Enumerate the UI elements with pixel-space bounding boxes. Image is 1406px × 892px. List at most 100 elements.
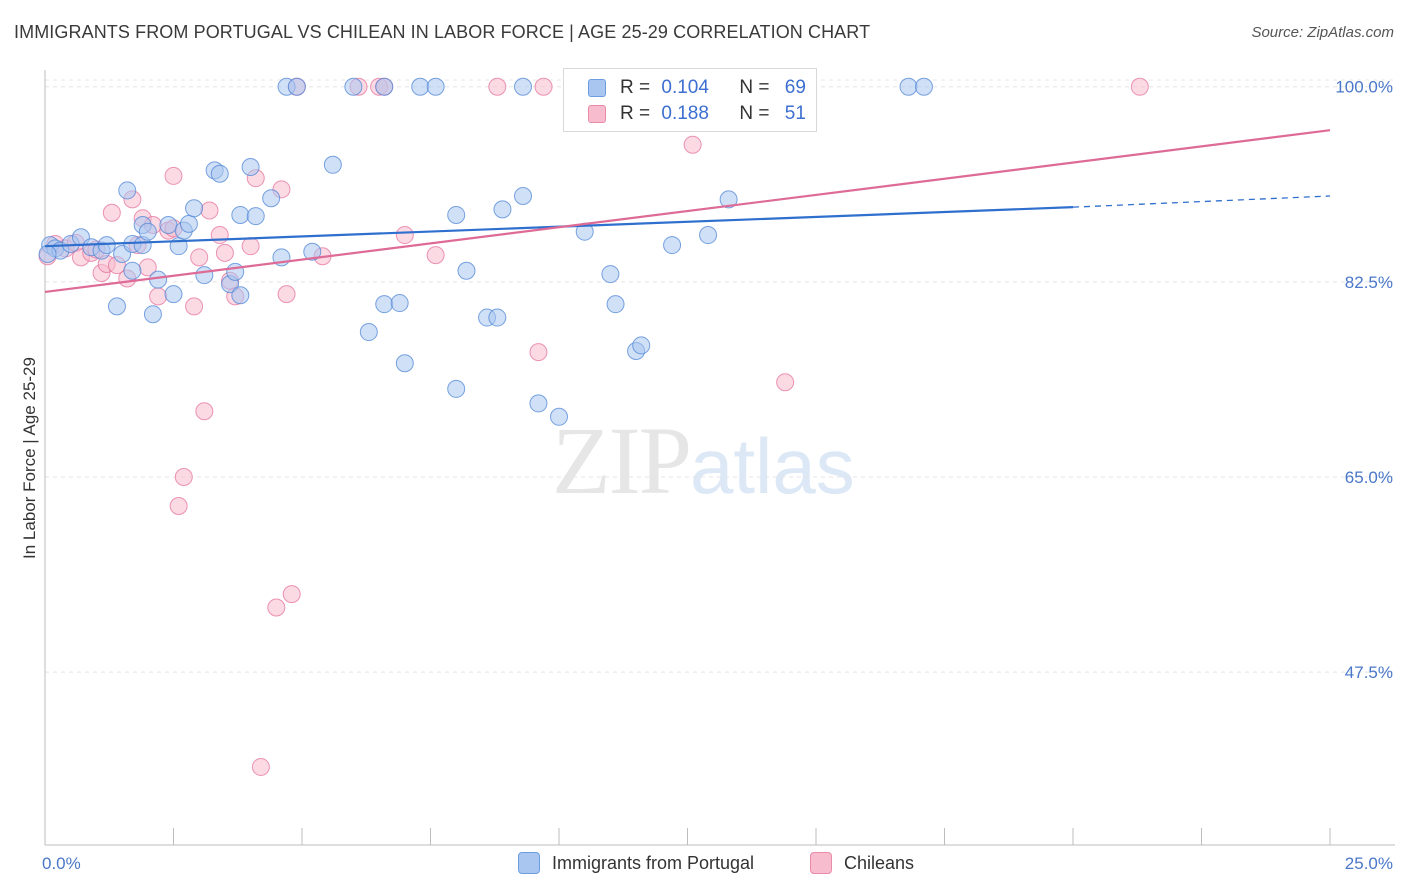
trendline-chileans bbox=[44, 129, 1331, 293]
legend-r-value: 0.104 bbox=[661, 77, 709, 98]
y-tick-label: 65.0% bbox=[1345, 468, 1393, 487]
data-point-portugal bbox=[159, 216, 178, 234]
data-point-portugal bbox=[663, 236, 682, 255]
data-point-chileans bbox=[190, 248, 209, 267]
data-point-portugal bbox=[164, 285, 183, 304]
axis-labels: 47.5% 65.0% 82.5% 100.0% 0.0% 25.0% In Labor F… bbox=[20, 78, 1393, 873]
data-point-chileans bbox=[488, 77, 507, 96]
legend-row-chileans: R = 0.188 N = 51 bbox=[588, 101, 806, 127]
legend-swatch-chileans bbox=[588, 105, 606, 123]
data-point-portugal bbox=[323, 155, 342, 174]
data-point-portugal bbox=[550, 407, 568, 426]
correlation-legend: R = 0.104 N = 69 R = 0.188 N = 51 bbox=[563, 68, 817, 132]
data-point-chileans bbox=[267, 598, 286, 617]
data-point-portugal bbox=[210, 164, 229, 183]
axes bbox=[44, 70, 1395, 846]
data-point-portugal bbox=[493, 200, 512, 219]
data-point-chileans bbox=[174, 468, 193, 487]
data-point-chileans bbox=[776, 373, 795, 392]
data-point-chileans bbox=[210, 226, 229, 245]
data-point-chileans bbox=[149, 287, 168, 306]
x-tick-label-min: 0.0% bbox=[42, 854, 81, 873]
legend-item-portugal: Immigrants from Portugal bbox=[518, 852, 754, 874]
data-point-portugal bbox=[632, 336, 651, 355]
data-point-portugal bbox=[375, 77, 394, 96]
data-point-chileans bbox=[102, 203, 121, 222]
data-point-portugal bbox=[899, 77, 918, 96]
data-point-portugal bbox=[488, 308, 507, 327]
data-point-portugal bbox=[303, 242, 322, 261]
data-point-portugal bbox=[262, 189, 281, 208]
data-point-portugal bbox=[138, 222, 157, 241]
legend-row-portugal: R = 0.104 N = 69 bbox=[588, 75, 806, 101]
data-point-chileans bbox=[251, 757, 270, 776]
data-point-portugal bbox=[699, 226, 718, 245]
legend-label-chileans: Chileans bbox=[844, 852, 915, 873]
x-tick-label-max: 25.0% bbox=[1345, 854, 1393, 873]
data-point-portugal bbox=[359, 323, 378, 342]
data-point-portugal bbox=[246, 207, 265, 226]
data-point-chileans bbox=[277, 285, 296, 304]
data-point-portugal bbox=[914, 77, 933, 96]
data-point-chileans bbox=[395, 226, 414, 245]
data-point-portugal bbox=[231, 286, 250, 305]
chart-title: IMMIGRANTS FROM PORTUGAL VS CHILEAN IN L… bbox=[14, 22, 871, 42]
y-axis-label: In Labor Force | Age 25-29 bbox=[20, 357, 39, 559]
legend-swatch-chileans bbox=[810, 852, 832, 874]
legend-swatch-portugal bbox=[518, 852, 540, 874]
y-tick-label: 47.5% bbox=[1345, 663, 1393, 682]
watermark-zip: ZIP bbox=[552, 407, 692, 514]
data-point-chileans bbox=[195, 402, 214, 421]
data-point-portugal bbox=[606, 295, 625, 314]
data-point-chileans bbox=[215, 243, 234, 262]
data-point-portugal bbox=[38, 244, 57, 263]
legend-n-value: 51 bbox=[784, 103, 806, 124]
y-tick-label: 100.0% bbox=[1335, 78, 1393, 97]
data-point-portugal bbox=[179, 214, 198, 233]
data-point-chileans bbox=[200, 201, 219, 220]
data-point-chileans bbox=[426, 246, 445, 265]
legend-n-label: N = bbox=[739, 77, 770, 98]
data-point-portugal bbox=[719, 190, 738, 209]
data-point-chileans bbox=[534, 77, 553, 96]
data-point-chileans bbox=[683, 135, 702, 154]
watermark-atlas: atlas bbox=[690, 422, 855, 510]
legend-r-label: R = bbox=[620, 103, 651, 124]
data-point-chileans bbox=[169, 497, 188, 516]
data-point-portugal bbox=[344, 77, 363, 96]
data-point-portugal bbox=[231, 205, 250, 224]
data-point-portugal bbox=[195, 266, 214, 285]
data-point-portugal bbox=[107, 297, 126, 316]
data-point-portugal bbox=[529, 394, 548, 413]
legend-r-value: 0.188 bbox=[661, 103, 709, 124]
data-point-chileans bbox=[185, 297, 204, 316]
data-point-portugal bbox=[123, 261, 142, 280]
data-point-portugal bbox=[447, 205, 466, 224]
data-point-portugal bbox=[149, 270, 168, 289]
trendline-portugal-extension bbox=[1072, 195, 1331, 208]
data-point-portugal bbox=[426, 77, 445, 96]
legend-item-chileans: Chileans bbox=[810, 852, 914, 874]
data-point-portugal bbox=[287, 77, 306, 96]
data-point-portugal bbox=[226, 262, 245, 281]
data-point-portugal bbox=[375, 295, 394, 314]
data-point-portugal bbox=[601, 265, 620, 284]
data-point-portugal bbox=[514, 187, 533, 206]
watermark: ZIPatlas bbox=[552, 405, 855, 516]
data-point-portugal bbox=[241, 158, 260, 177]
data-point-portugal bbox=[411, 77, 430, 96]
trend-lines bbox=[44, 129, 1331, 293]
data-point-portugal bbox=[447, 379, 466, 398]
data-point-portugal bbox=[143, 305, 162, 324]
legend-label-portugal: Immigrants from Portugal bbox=[552, 852, 755, 873]
legend-swatch-portugal bbox=[588, 79, 606, 97]
series-legend: Immigrants from Portugal Chileans bbox=[0, 852, 1406, 878]
data-point-chileans bbox=[282, 585, 301, 604]
data-point-portugal bbox=[395, 354, 414, 373]
legend-r-label: R = bbox=[620, 77, 651, 98]
data-point-portugal bbox=[185, 199, 204, 218]
data-point-chileans bbox=[241, 237, 260, 256]
series-portugal-points bbox=[38, 77, 933, 426]
data-point-portugal bbox=[457, 261, 476, 280]
